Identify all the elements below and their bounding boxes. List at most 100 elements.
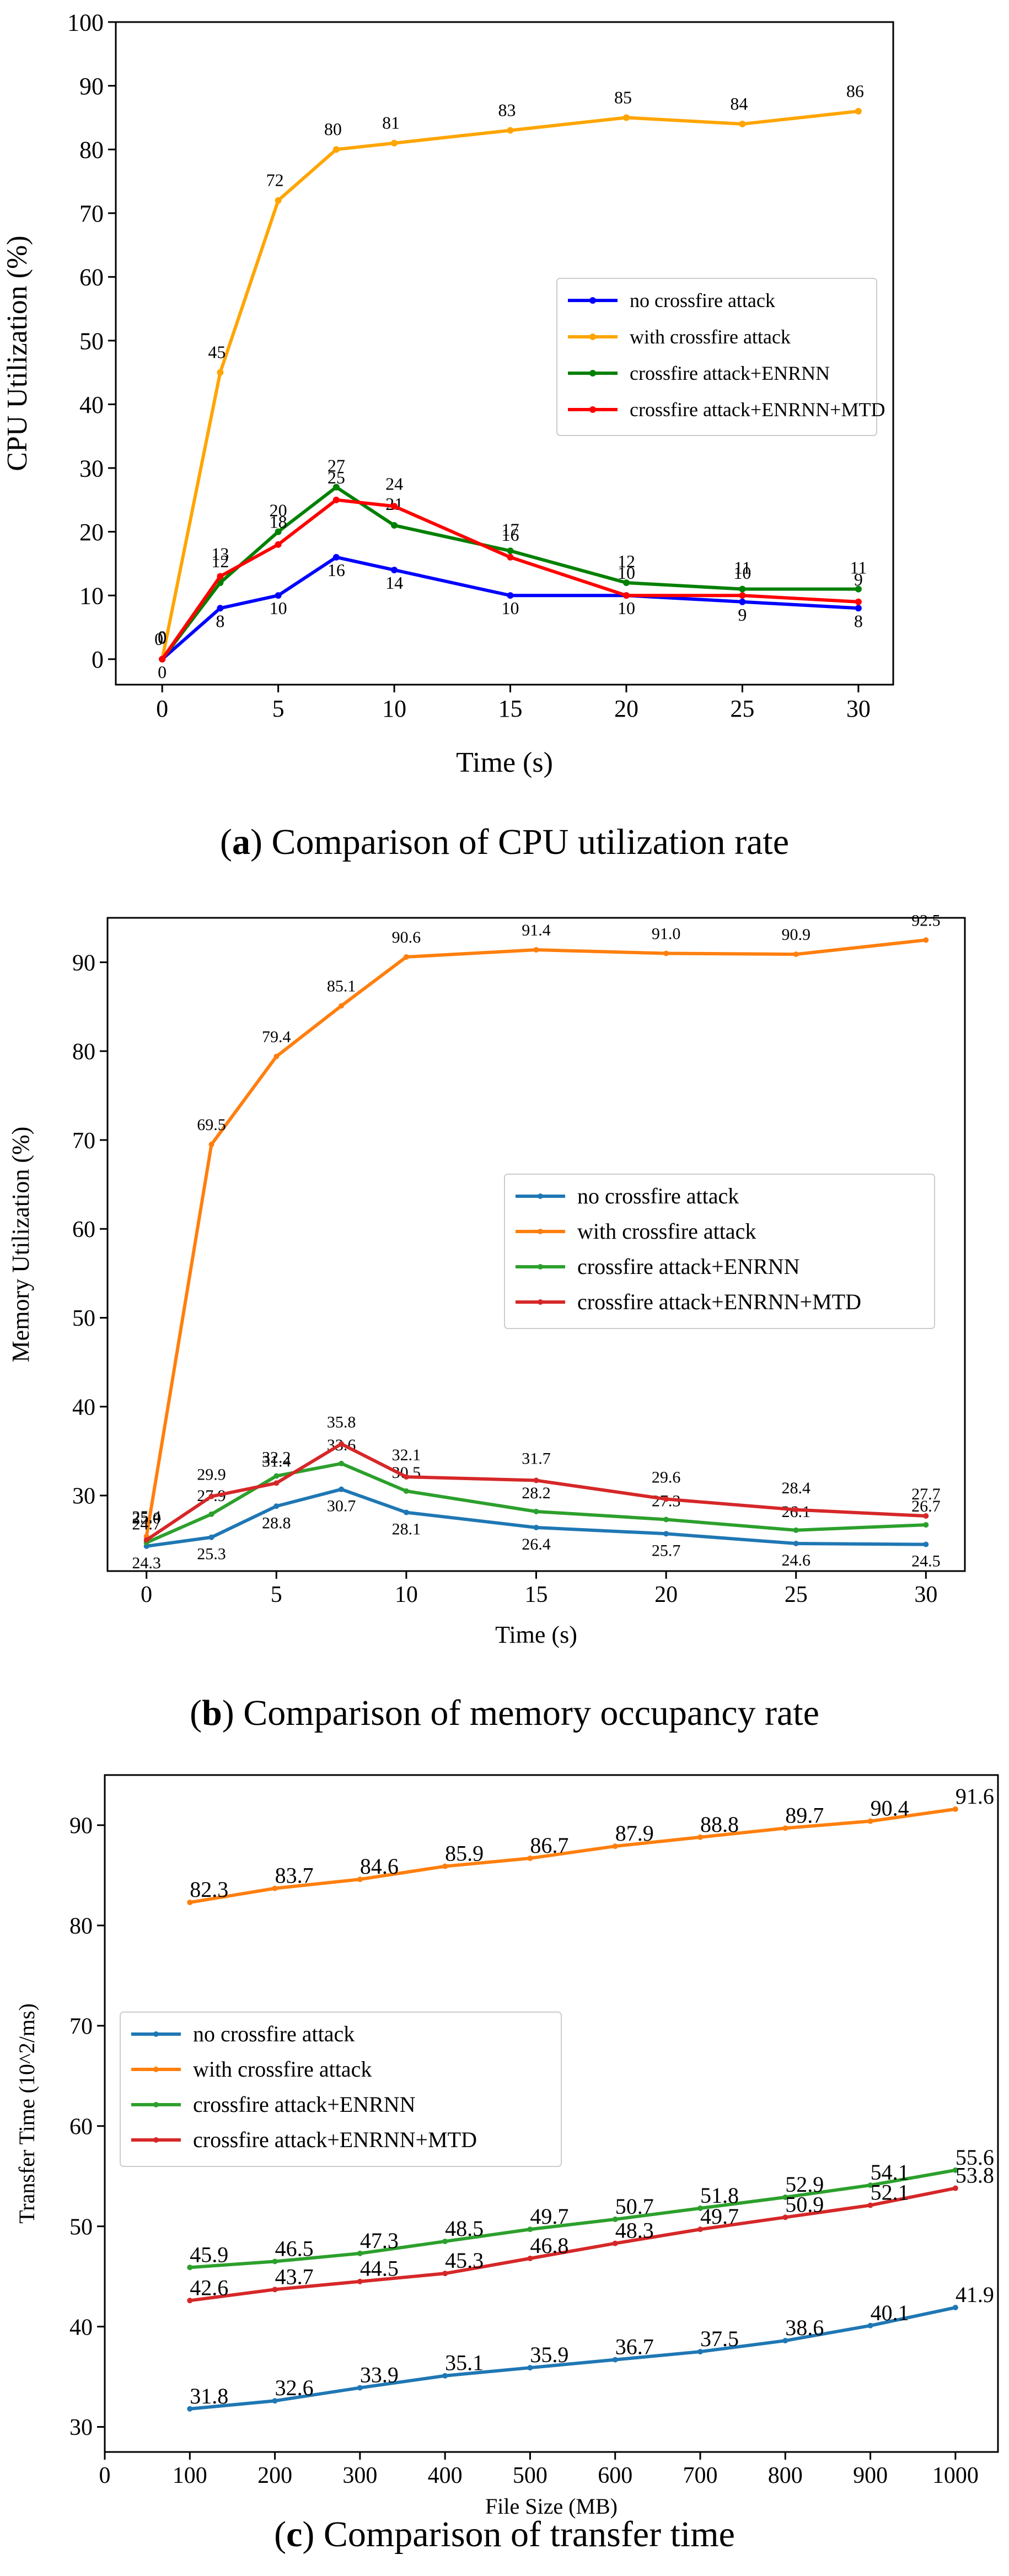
x-tick-label: 10 [382, 695, 406, 722]
data-point-no-crossfire-attack [923, 1541, 929, 1547]
data-label-crossfire-attack-enrnn: 11 [850, 558, 867, 578]
data-label-no-crossfire-attack: 28.8 [262, 1514, 291, 1532]
data-point-no-crossfire-attack [533, 1525, 539, 1530]
data-label-with-crossfire-attack: 91.4 [522, 921, 551, 939]
data-label-with-crossfire-attack: 83.7 [275, 1863, 314, 1888]
data-label-with-crossfire-attack: 85 [614, 87, 632, 107]
y-axis-label: Memory Utilization (%) [7, 1127, 34, 1363]
data-point-crossfire-attack-enrnn [855, 585, 862, 593]
y-tick-label: 40 [79, 391, 104, 418]
data-label-with-crossfire-attack: 90.9 [781, 926, 811, 944]
data-point-no-crossfire-attack [855, 605, 862, 612]
legend-label-crossfire-attack-enrnn: crossfire attack+ENRNN [193, 2092, 416, 2117]
data-point-crossfire-attack-enrnn-mtd [442, 2271, 448, 2277]
data-point-crossfire-attack-enrnn-mtd [663, 1496, 669, 1502]
data-point-crossfire-attack-enrnn-mtd [533, 1477, 539, 1483]
data-point-with-crossfire-attack [217, 369, 224, 376]
x-tick-label: 25 [730, 695, 754, 722]
x-axis-label: Time (s) [495, 1621, 577, 1648]
data-point-crossfire-attack-enrnn [739, 585, 746, 593]
data-point-crossfire-attack-enrnn [697, 2205, 703, 2211]
plot-frame [104, 1774, 999, 2453]
series-line-crossfire-attack-enrnn [190, 2168, 956, 2270]
x-tick-label: 0 [156, 695, 168, 722]
data-point-crossfire-attack-enrnn [527, 2227, 533, 2233]
y-tick-label: 60 [79, 264, 104, 291]
data-point-crossfire-attack-enrnn-mtd [793, 1507, 799, 1513]
legend-marker-no-crossfire-attack [153, 2031, 159, 2037]
legend-label-with-crossfire-attack: with crossfire attack [577, 1219, 756, 1244]
data-point-crossfire-attack-enrnn [391, 522, 398, 529]
caption-a-letter: a [232, 822, 250, 862]
x-tick-label: 0 [141, 1582, 152, 1607]
data-point-crossfire-attack-enrnn-mtd [403, 1474, 409, 1480]
data-point-crossfire-attack-enrnn-mtd [612, 2240, 618, 2246]
data-point-with-crossfire-attack [533, 947, 539, 953]
legend-box [556, 278, 877, 436]
data-label-crossfire-attack-enrnn: 0 [158, 628, 167, 648]
data-label-crossfire-attack-enrnn-mtd: 28.4 [781, 1479, 811, 1497]
data-label-no-crossfire-attack: 10 [618, 598, 635, 618]
caption-c-text: Comparison of transfer time [323, 2514, 735, 2555]
data-point-crossfire-attack-enrnn-mtd [275, 541, 282, 548]
data-label-crossfire-attack-enrnn-mtd: 13 [211, 544, 229, 564]
data-point-crossfire-attack-enrnn-mtd [697, 2227, 703, 2233]
data-point-crossfire-attack-enrnn-mtd [159, 655, 166, 663]
legend-label-crossfire-attack-enrnn-mtd: crossfire attack+ENRNN+MTD [630, 399, 885, 421]
data-point-with-crossfire-attack [507, 127, 514, 134]
data-point-crossfire-attack-enrnn-mtd [739, 592, 746, 599]
data-point-no-crossfire-attack [527, 2365, 533, 2371]
data-label-with-crossfire-attack: 90.4 [871, 1796, 909, 1821]
data-point-with-crossfire-attack [403, 954, 409, 960]
data-label-no-crossfire-attack: 24.3 [132, 1554, 161, 1572]
data-point-crossfire-attack-enrnn [952, 2167, 958, 2173]
legend-marker-with-crossfire-attack [538, 1229, 543, 1234]
data-point-no-crossfire-attack [793, 1541, 799, 1547]
legend-label-crossfire-attack-enrnn-mtd: crossfire attack+ENRNN+MTD [193, 2127, 477, 2152]
legend-marker-crossfire-attack-enrnn [589, 370, 596, 377]
data-point-with-crossfire-attack [739, 120, 746, 127]
caption-c-letter: c [286, 2514, 303, 2555]
data-point-crossfire-attack-enrnn-mtd [187, 2298, 193, 2304]
legend-marker-no-crossfire-attack [589, 297, 596, 304]
data-point-no-crossfire-attack [339, 1486, 345, 1492]
data-label-crossfire-attack-enrnn: 20 [270, 501, 287, 520]
data-label-no-crossfire-attack: 8 [854, 611, 863, 631]
data-point-with-crossfire-attack [527, 1855, 533, 1861]
y-axis-label: CPU Utilization (%) [2, 235, 33, 471]
data-label-with-crossfire-attack: 25.4 [132, 1508, 161, 1526]
data-point-crossfire-attack-enrnn [272, 2258, 278, 2265]
data-point-no-crossfire-attack [952, 2305, 958, 2311]
transfer-time-chart: 0 100 200 300 400 500 600 700 800 900 1000 30 40 50 60… [14, 1774, 999, 2519]
data-point-crossfire-attack-enrnn [622, 579, 630, 587]
data-label-crossfire-attack-enrnn: 54.1 [871, 2160, 909, 2185]
legend-label-no-crossfire-attack: no crossfire attack [630, 289, 775, 311]
data-point-crossfire-attack-enrnn-mtd [622, 592, 630, 599]
x-tick-label: 30 [914, 1582, 937, 1607]
data-point-no-crossfire-attack [273, 1503, 280, 1509]
data-point-with-crossfire-attack [391, 139, 398, 147]
legend-label-no-crossfire-attack: no crossfire attack [577, 1184, 739, 1208]
data-label-no-crossfire-attack: 10 [270, 598, 287, 618]
legend-marker-crossfire-attack-enrnn [538, 1264, 543, 1270]
x-axis-label: File Size (MB) [485, 2494, 618, 2519]
data-label-no-crossfire-attack: 32.6 [275, 2375, 314, 2400]
x-tick-label: 1000 [932, 2463, 979, 2488]
data-point-no-crossfire-attack [208, 1534, 214, 1540]
data-label-with-crossfire-attack: 92.5 [911, 911, 941, 929]
x-tick-label: 0 [99, 2463, 111, 2488]
data-point-crossfire-attack-enrnn-mtd [527, 2255, 533, 2261]
data-point-crossfire-attack-enrnn-mtd [507, 553, 514, 561]
data-point-crossfire-attack-enrnn-mtd [923, 1513, 929, 1519]
legend-marker-no-crossfire-attack [538, 1193, 543, 1199]
data-label-no-crossfire-attack: 35.9 [530, 2342, 568, 2367]
data-point-crossfire-attack-enrnn [533, 1508, 539, 1514]
data-label-crossfire-attack-enrnn: 27 [328, 456, 345, 476]
data-label-no-crossfire-attack: 40.1 [871, 2300, 909, 2325]
data-point-crossfire-attack-enrnn [867, 2182, 873, 2188]
y-axis-label: Transfer Time (10^2/ms) [14, 2003, 39, 2224]
data-label-crossfire-attack-enrnn-mtd: 46.8 [530, 2233, 568, 2258]
series-line-crossfire-attack-enrnn [160, 485, 858, 660]
data-label-with-crossfire-attack: 86 [846, 81, 864, 101]
legend-marker-with-crossfire-attack [589, 334, 596, 340]
